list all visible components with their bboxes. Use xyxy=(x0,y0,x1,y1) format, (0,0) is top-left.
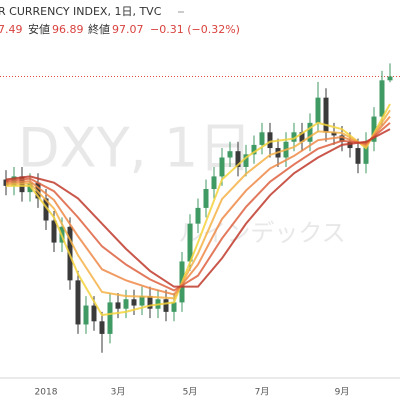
candle-body xyxy=(3,179,9,186)
candle-body xyxy=(195,207,201,224)
candle-body xyxy=(227,151,233,158)
candle-body xyxy=(387,76,393,81)
candle-body xyxy=(83,305,89,325)
moving-average-line xyxy=(5,128,391,288)
x-tick-label: 5月 xyxy=(183,387,198,398)
candle-body xyxy=(107,302,113,334)
x-tick-label: 9月 xyxy=(335,387,350,398)
candle-body xyxy=(147,296,153,309)
watermark-symbol: DXY, 1日 xyxy=(18,117,252,180)
x-tick-label: 3月 xyxy=(111,387,126,398)
candle-body xyxy=(91,305,97,322)
candle-body xyxy=(259,132,265,145)
candle-body xyxy=(307,122,313,142)
high-value: 7.49 xyxy=(0,23,23,36)
candle-body xyxy=(251,144,257,155)
candle-body xyxy=(43,198,49,221)
candle-body xyxy=(219,157,225,177)
low-value: 96.89 xyxy=(52,23,84,36)
candle-body xyxy=(347,141,353,149)
header-background xyxy=(0,0,400,40)
candle-body xyxy=(99,321,105,334)
candle-body xyxy=(115,302,121,309)
moving-average-line xyxy=(5,115,391,296)
candle-body xyxy=(51,220,57,243)
candle-body xyxy=(75,280,81,325)
candle-body xyxy=(163,299,169,312)
x-tick-label: 7月 xyxy=(255,387,270,398)
x-tick-label: 2018 xyxy=(35,388,58,398)
moving-average-line xyxy=(5,109,391,300)
candle-body xyxy=(171,302,177,312)
candle-body xyxy=(267,132,273,149)
candle-body xyxy=(187,223,193,262)
plot-area xyxy=(0,63,400,353)
candle-body xyxy=(291,132,297,142)
candle-body xyxy=(203,189,209,208)
candle-body xyxy=(371,116,377,142)
candle-body xyxy=(323,97,329,133)
candle-body xyxy=(299,132,305,142)
moving-average-line xyxy=(5,122,391,292)
close-label: 終値 xyxy=(88,22,110,36)
candle-body xyxy=(139,296,145,306)
symbol-title: R CURRENCY INDEX, 1日, TVC xyxy=(0,5,162,18)
candle-body xyxy=(363,141,369,164)
candle-body xyxy=(235,151,241,167)
candle-body xyxy=(379,80,385,117)
candle-body xyxy=(315,97,321,123)
candle-body xyxy=(123,299,129,309)
candle-body xyxy=(355,148,361,164)
moving-average-line xyxy=(6,103,391,317)
candle-body xyxy=(131,299,137,306)
candle-body xyxy=(339,135,345,142)
close-value: 97.07 xyxy=(112,23,144,36)
change-value: −0.31 (−0.32%) xyxy=(150,23,240,36)
candle-body xyxy=(331,132,337,136)
candle-body xyxy=(211,176,217,189)
candle-body xyxy=(243,154,249,167)
x-axis: 2018 3月 5月 7月 9月 xyxy=(35,387,350,398)
low-label: 安値 xyxy=(28,22,50,36)
